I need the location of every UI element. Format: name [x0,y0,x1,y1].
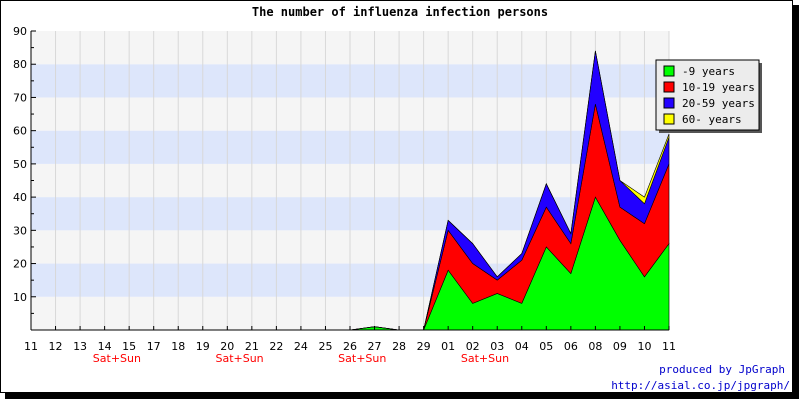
x-tick-label: 10 [637,340,651,353]
x-axis-ticks: 11 12 13 14 15 17 18 19 20 21 22 24 25 26 27 28 29 01 02 03… [24,326,676,365]
chart-title: The number of influenza infection person… [252,5,548,19]
frame-shadow-right [793,5,799,399]
x-tick-label: 17 [147,340,161,353]
weekend-label: Sat+Sun [93,352,141,365]
x-tick-label: 12 [49,340,63,353]
x-tick-label: 21 [245,340,259,353]
x-tick-label: 27 [368,340,382,353]
x-tick-label: 11 [24,340,38,353]
x-tick-label: 19 [196,340,210,353]
legend-label: 60- years [682,113,742,126]
x-tick-label: 15 [122,340,136,353]
x-tick-label: 06 [564,340,578,353]
x-tick-label: 22 [269,340,283,353]
x-tick-label: 28 [392,340,406,353]
x-tick-label: 01 [441,340,455,353]
credit-line-2: http://asial.co.jp/jpgraph/ [611,379,790,392]
weekend-label: Sat+Sun [461,352,509,365]
grid-lines [30,31,670,330]
y-axis-ticks: 10 20 30 40 50 60 70 80 90 [13,25,36,314]
x-tick-label: 29 [417,340,431,353]
credit-line-1: produced by JpGraph [659,363,785,376]
weekend-label: Sat+Sun [338,352,386,365]
legend-label: 20-59 years [682,97,755,110]
y-tick-label: 60 [13,125,27,138]
y-tick-label: 90 [13,25,27,38]
x-tick-label: 03 [490,340,504,353]
y-tick-label: 30 [13,224,27,237]
x-tick-label: 04 [515,340,529,353]
x-tick-label: 13 [73,340,87,353]
y-tick-label: 70 [13,91,27,104]
legend-swatch [663,65,675,77]
legend-label: 10-19 years [682,81,755,94]
legend: -9 years 10-19 years 20-59 years 60- years [655,59,762,133]
x-tick-label: 11 [662,340,676,353]
legend-label: -9 years [682,65,735,78]
x-tick-label: 24 [294,340,308,353]
x-tick-label: 05 [539,340,553,353]
x-tick-label: 26 [343,340,357,353]
y-tick-label: 80 [13,58,27,71]
y-tick-label: 50 [13,158,27,171]
frame-shadow-bottom [5,393,799,399]
legend-swatch [663,81,675,93]
x-tick-label: 20 [220,340,234,353]
y-tick-label: 20 [13,258,27,271]
legend-swatch [663,97,675,109]
legend-swatch [663,113,675,125]
x-tick-label: 08 [588,340,602,353]
x-tick-label: 02 [466,340,480,353]
x-tick-label: 18 [171,340,185,353]
x-tick-label: 09 [613,340,627,353]
y-tick-label: 10 [13,291,27,304]
y-tick-label: 40 [13,191,27,204]
weekend-label: Sat+Sun [215,352,263,365]
x-tick-label: 25 [318,340,332,353]
x-tick-label: 14 [98,340,112,353]
